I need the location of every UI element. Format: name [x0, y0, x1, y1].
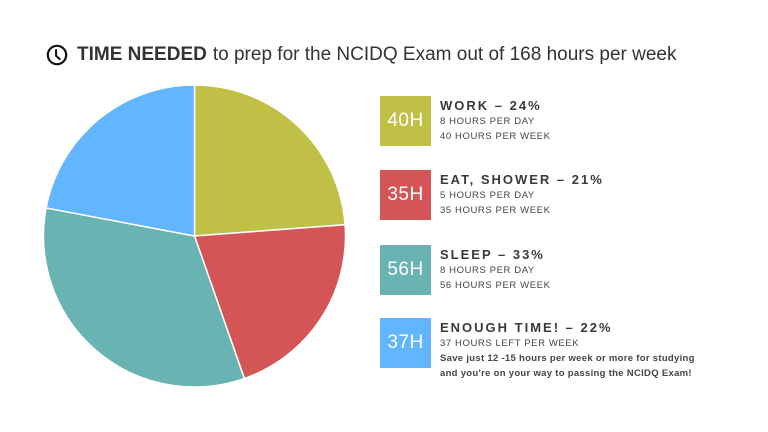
legend-detail: 37 HOURS LEFT PER WEEK [440, 338, 580, 349]
legend-item: 35H EAT, SHOWER – 21% 5 HOURS PER DAY 35 HO… [380, 170, 604, 220]
legend-hours-box: 40H [380, 96, 431, 146]
legend-note: Save just 12 -15 hours per week or more … [440, 353, 695, 364]
legend-hours-box: 56H [380, 245, 431, 295]
pie-slice-sleep [42, 207, 246, 388]
legend-detail: 5 HOURS PER DAY [440, 190, 535, 201]
legend-item: 56H SLEEP – 33% 8 HOURS PER DAY 56 HOURS PE… [380, 245, 551, 295]
legend-detail: 40 HOURS PER WEEK [440, 131, 551, 142]
legend-heading: ENOUGH TIME! – 22% [440, 320, 613, 335]
legend-detail: 35 HOURS PER WEEK [440, 205, 551, 216]
legend-item: 37H ENOUGH TIME! – 22% 37 HOURS LEFT PER W… [380, 318, 695, 381]
pie-slice-work [193, 84, 346, 237]
legend-heading: WORK – 24% [440, 98, 542, 113]
pie-slice-eat-shower [193, 223, 347, 380]
legend-note: and you're on your way to passing the NC… [440, 368, 692, 379]
pie-slice-enough-time [45, 84, 196, 237]
title-bold: TIME NEEDED [77, 44, 207, 65]
legend-hours-box: 35H [380, 170, 431, 220]
legend-heading: EAT, SHOWER – 21% [440, 172, 604, 187]
legend-detail: 8 HOURS PER DAY [440, 116, 535, 127]
legend-detail: 56 HOURS PER WEEK [440, 280, 551, 291]
chart-title: TIME NEEDED to prep for the NCIDQ Exam o… [46, 42, 676, 68]
legend-item: 40H WORK – 24% 8 HOURS PER DAY 40 HOURS PER… [380, 96, 551, 146]
legend-hours-box: 37H [380, 318, 431, 368]
clock-icon [46, 44, 68, 66]
title-rest: to prep for the NCIDQ Exam out of 168 ho… [212, 44, 677, 65]
legend-detail: 8 HOURS PER DAY [440, 265, 535, 276]
legend-heading: SLEEP – 33% [440, 247, 545, 262]
